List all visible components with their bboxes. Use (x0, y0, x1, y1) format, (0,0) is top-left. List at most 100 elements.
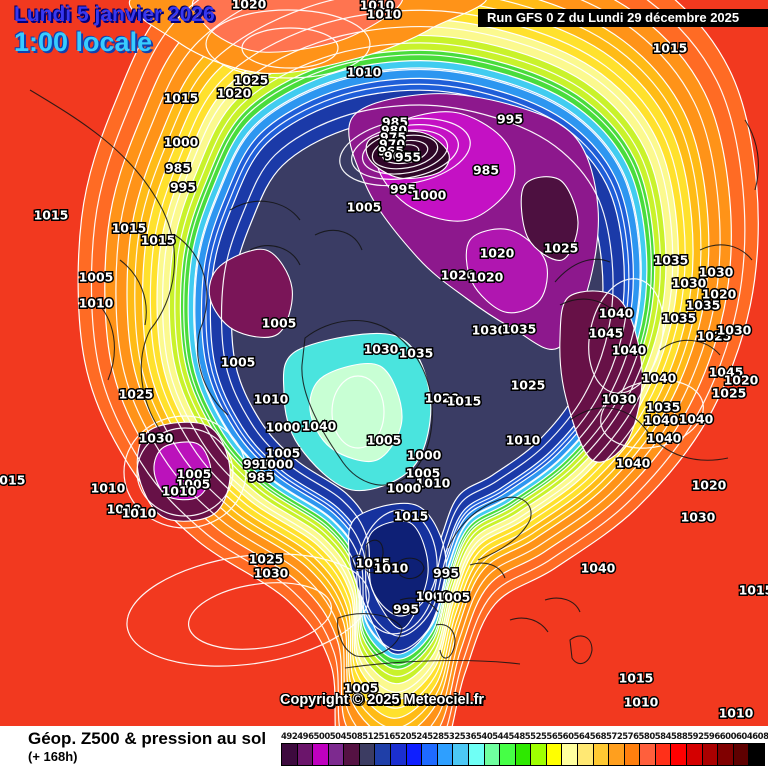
pressure-label: 1015 (619, 671, 654, 686)
pressure-label: 1005 (79, 270, 114, 285)
copyright-label: Copyright © 2025 Meteociel.fr (280, 692, 485, 708)
pressure-label: 1040 (647, 431, 682, 446)
legend-swatch (328, 744, 344, 765)
legend-value: 560 (557, 732, 574, 742)
pressure-label: 995 (170, 180, 196, 195)
pressure-label: 995 (433, 566, 459, 581)
legend-value: 608 (752, 732, 768, 742)
pressure-label: 1015 (164, 91, 199, 106)
pressure-label: 1025 (119, 387, 154, 402)
legend-color-bar (281, 743, 765, 766)
pressure-label: 1020 (702, 287, 737, 302)
pressure-label: 1005 (406, 466, 441, 481)
pressure-label: 1010 (79, 296, 114, 311)
pressure-label: 1025 (712, 386, 747, 401)
pressure-label: 1025 (234, 73, 269, 88)
pressure-label: 1030 (472, 323, 507, 338)
pressure-label: 1030 (139, 431, 174, 446)
legend-value: 544 (492, 732, 509, 742)
pressure-label: 1035 (502, 322, 537, 337)
pressure-label: 1020 (692, 478, 727, 493)
pressure-label: 1040 (581, 561, 616, 576)
legend-value: 576 (622, 732, 639, 742)
pressure-label: 1030 (681, 510, 716, 525)
legend-swatch (344, 744, 359, 765)
pressure-label: 1005 (262, 316, 297, 331)
pressure-label: 1040 (599, 306, 634, 321)
pressure-label: 1025 (697, 329, 732, 344)
pressure-label: 1005 (436, 590, 471, 605)
pressure-label: 1020 (469, 270, 504, 285)
legend-value: 592 (687, 732, 704, 742)
pressure-label: 985 (165, 161, 191, 176)
pressure-label: 1030 (717, 323, 752, 338)
pressure-label: 1035 (686, 298, 721, 313)
pressure-label: 1010 (91, 481, 126, 496)
pressure-label: 1015 (356, 556, 391, 571)
pressure-label: 1015 (112, 221, 147, 236)
legend-swatch (531, 744, 546, 765)
legend-value: 584 (654, 732, 672, 742)
pressure-label: 1030 (364, 342, 399, 357)
pressure-label: 1010 (416, 476, 451, 491)
pressure-label: 1010 (360, 0, 395, 13)
pressure-label: 1015 (141, 233, 176, 248)
pressure-label: 1040 (616, 456, 651, 471)
legend-swatch (297, 744, 313, 765)
pressure-label: 1030 (672, 276, 707, 291)
legend-swatch (391, 744, 406, 765)
pressure-label: 1005 (177, 467, 212, 482)
pressure-label: 1010 (107, 502, 142, 517)
pressure-label: 1020 (480, 246, 515, 261)
pressure-label: 1000 (164, 135, 199, 150)
legend-swatch (593, 744, 609, 765)
legend-value: 512 (362, 732, 379, 742)
pressure-label: 1000 (412, 188, 447, 203)
pressure-label: 1010 (162, 484, 197, 499)
pressure-label: 1025 (249, 552, 284, 567)
pressure-label: 1045 (589, 326, 624, 341)
legend-swatch (313, 744, 328, 765)
legend-swatch (406, 744, 422, 765)
pressure-label: 1040 (642, 371, 677, 386)
pressure-label: 1035 (662, 311, 697, 326)
legend-value: 528 (427, 732, 444, 742)
legend-value: 496 (297, 732, 314, 742)
legend-swatch (562, 744, 577, 765)
legend-swatch (749, 744, 764, 765)
forecast-hour: (+ 168h) (28, 749, 78, 764)
legend-value: 564 (573, 732, 591, 742)
legend-swatch (282, 744, 297, 765)
legend-swatch (359, 744, 375, 765)
pressure-label: 1000 (407, 448, 442, 463)
pressure-label: 985 (382, 115, 408, 130)
pressure-label: 1010 (506, 433, 541, 448)
pressure-label: 1015 (447, 394, 482, 409)
pressure-label: 1015 (739, 583, 768, 598)
legend-value: 500 (313, 732, 331, 742)
pressure-label: 980 (381, 123, 407, 138)
legend-swatch (422, 744, 437, 765)
legend-swatch (453, 744, 468, 765)
pressure-label: 1010 (374, 561, 409, 576)
model-run-badge: Run GFS 0 Z du Lundi 29 décembre 2025 (478, 9, 768, 27)
pressure-label: 995 (243, 457, 269, 472)
legend-value: 524 (411, 732, 428, 742)
legend-swatch (687, 744, 702, 765)
legend-swatch (718, 744, 733, 765)
legend-swatch (515, 744, 531, 765)
legend-value: 536 (459, 732, 477, 742)
pressure-label: 1015 (394, 509, 429, 524)
pressure-label: 1020 (724, 373, 759, 388)
pressure-label: 1035 (399, 346, 434, 361)
pressure-label: 1020 (441, 268, 476, 283)
legend-swatch (640, 744, 655, 765)
legend-value: 548 (508, 732, 526, 742)
pressure-label: 1010 (719, 706, 754, 721)
legend-value: 572 (606, 732, 623, 742)
legend-value: 600 (719, 732, 737, 742)
pressure-label: 1035 (646, 400, 681, 415)
pressure-label: 1025 (511, 378, 546, 393)
legend-swatch (484, 744, 500, 765)
legend-swatch (437, 744, 453, 765)
